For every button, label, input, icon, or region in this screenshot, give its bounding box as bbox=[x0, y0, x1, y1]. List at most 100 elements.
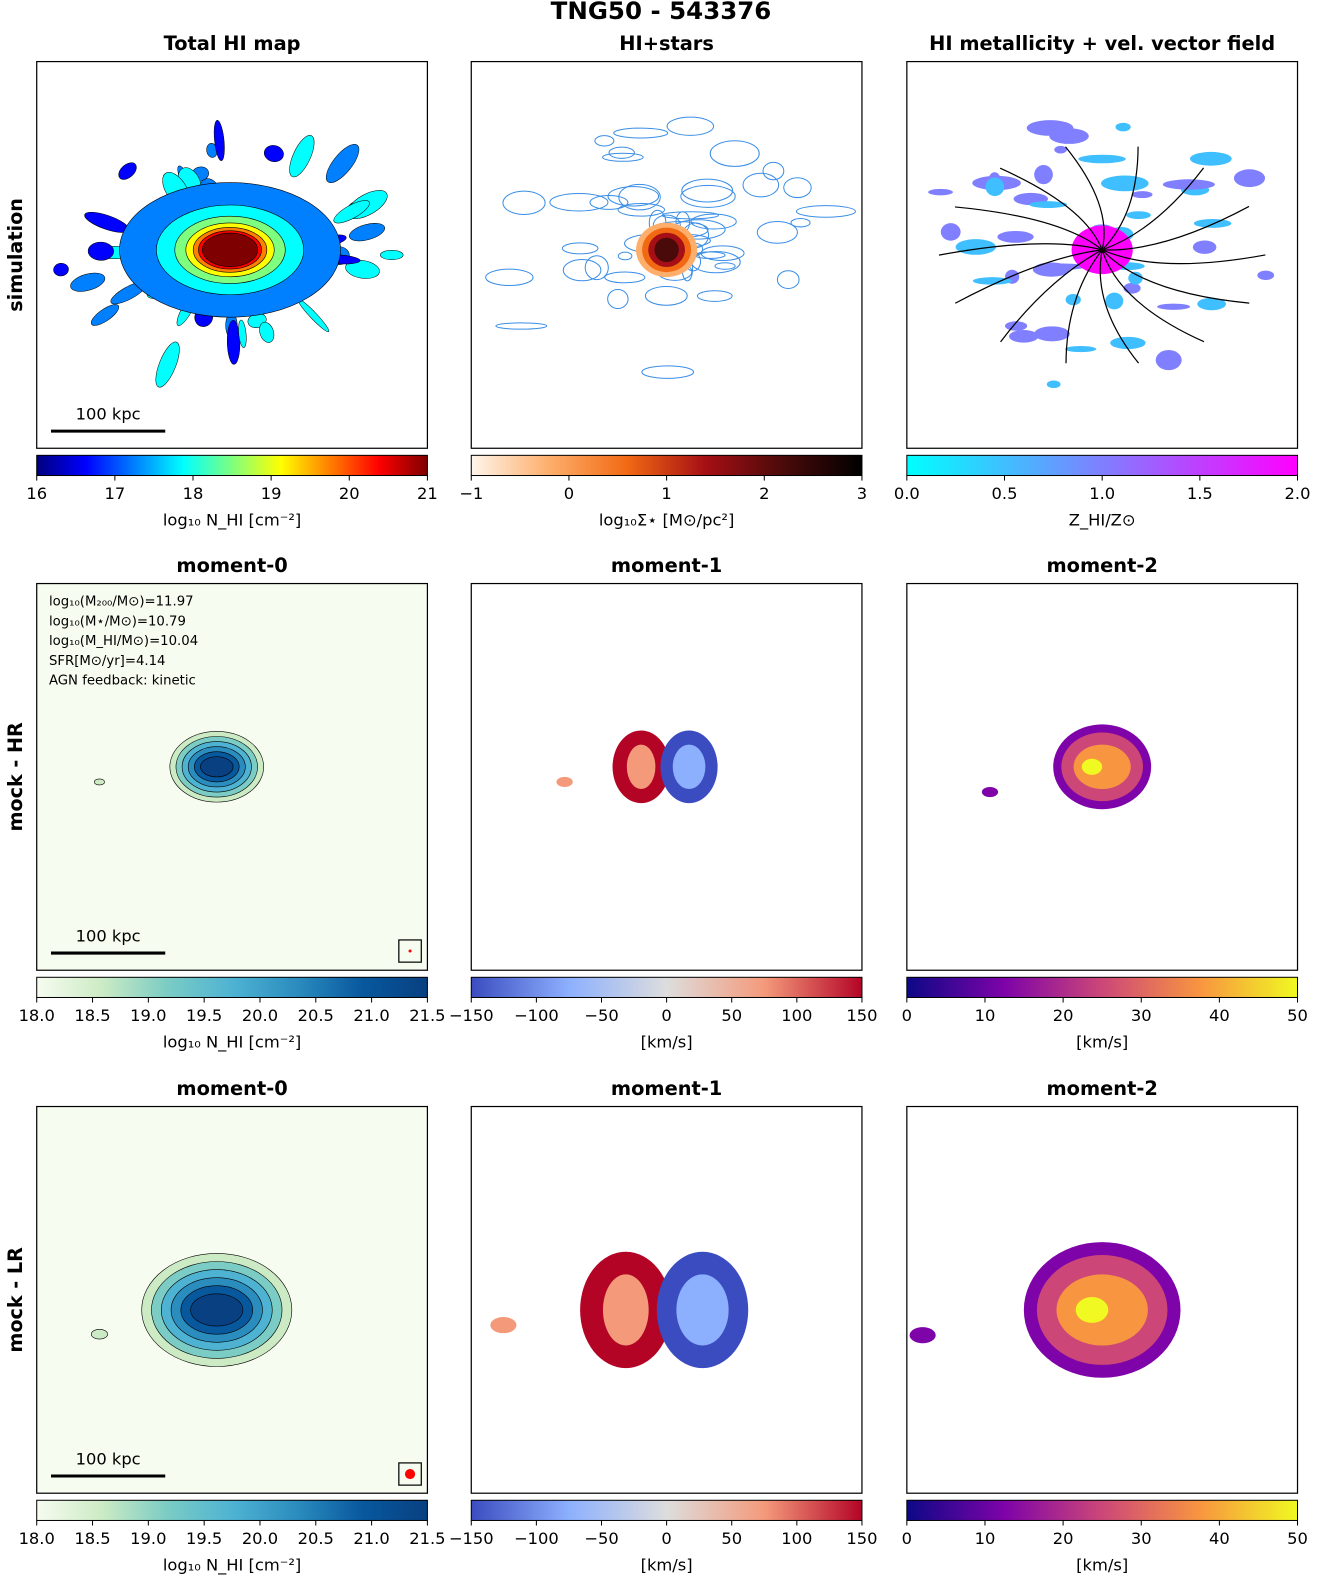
blob bbox=[909, 1327, 936, 1344]
hi-contour bbox=[680, 184, 736, 208]
colorbar-label: [km/s] bbox=[641, 1032, 693, 1051]
hi-contour bbox=[602, 152, 644, 162]
metal-clump bbox=[1100, 175, 1149, 192]
beam-box bbox=[398, 939, 422, 963]
metal-clump bbox=[1115, 122, 1131, 132]
colorbar-tick-label: 0 bbox=[902, 1529, 912, 1548]
colorbar bbox=[906, 1499, 1299, 1521]
blob bbox=[1081, 758, 1103, 775]
panel-image bbox=[928, 120, 1275, 389]
colorbar-tick-label: 18.5 bbox=[74, 1529, 110, 1548]
colorbar-tick-label: 10 bbox=[975, 1006, 996, 1025]
colorbar bbox=[470, 1499, 863, 1521]
gas-clump bbox=[90, 304, 120, 326]
gas-clump bbox=[289, 135, 315, 178]
colorbar-tick-label: −1 bbox=[459, 484, 483, 503]
streamline bbox=[999, 167, 1103, 251]
panel-frame bbox=[36, 60, 429, 449]
metal-clump bbox=[1197, 297, 1227, 311]
gas-clump bbox=[345, 259, 380, 279]
streamline bbox=[1101, 249, 1205, 343]
panel-image bbox=[490, 1251, 749, 1369]
colorbar-tick-label: 150 bbox=[846, 1529, 877, 1548]
colorbar-tick-label: 21.0 bbox=[353, 1006, 389, 1025]
hi-contour bbox=[549, 192, 609, 212]
colorbar-tick-label: 18 bbox=[183, 484, 204, 503]
metal-clump bbox=[1162, 179, 1215, 190]
metal-clump bbox=[1193, 218, 1232, 228]
hi-contour bbox=[618, 183, 661, 211]
blob bbox=[94, 778, 105, 786]
blob bbox=[200, 756, 234, 778]
metal-clump bbox=[928, 188, 953, 196]
colorbar bbox=[906, 454, 1299, 477]
hi-contour bbox=[613, 127, 669, 139]
colorbar-tick-label: 2 bbox=[759, 484, 769, 503]
gas-clump bbox=[87, 241, 114, 261]
streamline bbox=[1101, 249, 1250, 304]
colorbar bbox=[36, 1499, 428, 1521]
gas-clump bbox=[263, 145, 284, 162]
streamline bbox=[1065, 249, 1103, 364]
colorbar-label: log₁₀ N_HI [cm⁻²] bbox=[163, 1555, 301, 1575]
beam bbox=[408, 949, 412, 953]
panel-frame bbox=[906, 582, 1299, 971]
hi-contour bbox=[594, 135, 615, 147]
panel-image bbox=[909, 1242, 1181, 1378]
hi-contour bbox=[604, 271, 646, 284]
beam-box bbox=[398, 1462, 422, 1486]
metal-clump bbox=[1126, 211, 1151, 220]
gas-clump bbox=[213, 119, 225, 162]
metal-clump bbox=[1128, 271, 1143, 285]
colorbar-tick-label: 21.0 bbox=[353, 1529, 389, 1548]
metal-clump bbox=[972, 277, 1012, 285]
hi-contour bbox=[561, 242, 599, 255]
hi-contour bbox=[666, 116, 715, 136]
blob bbox=[90, 1329, 108, 1340]
hi-contour bbox=[762, 161, 785, 181]
streamline bbox=[1102, 205, 1250, 251]
panel-image bbox=[485, 116, 856, 379]
colorbar-tick-label: −150 bbox=[449, 1529, 494, 1548]
colorbar-tick-label: 40 bbox=[1209, 1529, 1230, 1548]
gas-clump bbox=[325, 143, 360, 183]
row-label: mock - HR bbox=[4, 722, 27, 832]
metal-clump bbox=[1110, 336, 1146, 350]
panel-frame bbox=[470, 1105, 863, 1494]
colorbar-tick-label: 19.0 bbox=[130, 1006, 166, 1025]
colorbar-tick-label: 30 bbox=[1131, 1006, 1152, 1025]
hi-contour bbox=[690, 213, 737, 230]
hi-contour bbox=[617, 202, 666, 217]
colorbar-tick-label: 20.0 bbox=[242, 1529, 278, 1548]
colorbar-tick-label: 30 bbox=[1131, 1529, 1152, 1548]
colorbar bbox=[470, 454, 863, 477]
hi-contour bbox=[776, 270, 800, 290]
hi-contour bbox=[694, 251, 726, 259]
metal-clump bbox=[1131, 191, 1153, 199]
colorbar-tick-label: 20.5 bbox=[298, 1529, 334, 1548]
metal-clump bbox=[1046, 380, 1061, 389]
colorbar-tick-label: 1.5 bbox=[1187, 484, 1213, 503]
hi-contour bbox=[495, 322, 548, 330]
panel-title: moment-2 bbox=[1047, 554, 1158, 577]
annotation: SFR[M⊙/yr]=4.14 bbox=[49, 654, 166, 669]
streamline bbox=[954, 206, 1103, 251]
colorbar-tick-label: 0 bbox=[564, 484, 574, 503]
colorbar-label: log₁₀Σ⋆ [M⊙/pc²] bbox=[599, 511, 734, 530]
colorbar-tick-label: 20.0 bbox=[242, 1006, 278, 1025]
streamline bbox=[1000, 249, 1103, 343]
hi-contour bbox=[502, 190, 546, 215]
colorbar-tick-label: 18.0 bbox=[19, 1529, 55, 1548]
colorbar-tick-label: 100 bbox=[781, 1006, 812, 1025]
panel-title: HI+stars bbox=[619, 32, 714, 55]
blob bbox=[626, 744, 656, 790]
metal-clump bbox=[1049, 128, 1089, 144]
annotation: log₁₀(M_HI/M⊙)=10.04 bbox=[49, 634, 198, 649]
blob bbox=[602, 1274, 649, 1346]
metal-clump bbox=[997, 230, 1034, 243]
gas-clump bbox=[349, 223, 385, 242]
panel-frame bbox=[36, 582, 429, 971]
colorbar-label: log₁₀ N_HI [cm⁻²] bbox=[163, 511, 301, 531]
colorbar-tick-label: 19.5 bbox=[186, 1006, 222, 1025]
colorbar-tick-label: 50 bbox=[721, 1006, 742, 1025]
